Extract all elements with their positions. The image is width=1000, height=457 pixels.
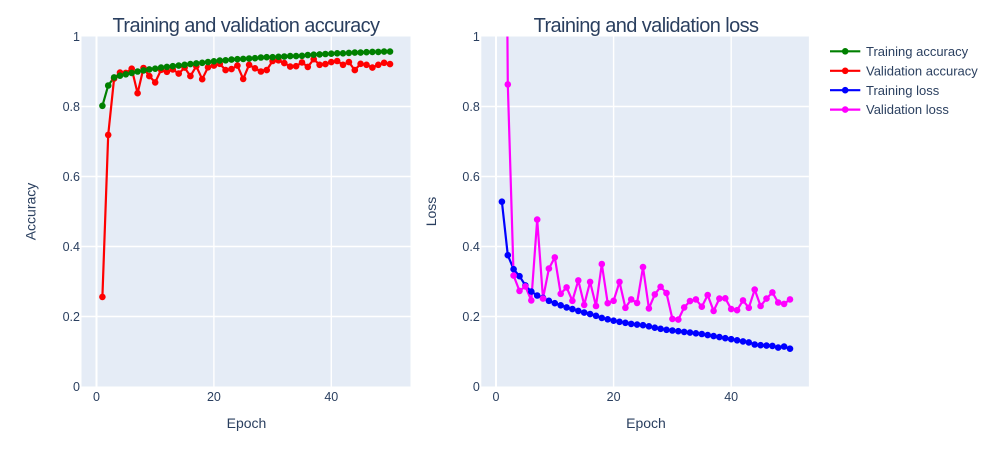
svg-text:20: 20	[207, 390, 221, 404]
svg-text:0.8: 0.8	[462, 100, 479, 114]
svg-text:Training and validation accura: Training and validation accuracy	[113, 15, 380, 37]
svg-text:Validation accuracy: Validation accuracy	[866, 63, 978, 78]
svg-text:0: 0	[493, 390, 500, 404]
svg-text:0.2: 0.2	[462, 310, 479, 324]
svg-text:Validation loss: Validation loss	[866, 102, 949, 117]
svg-text:40: 40	[324, 390, 338, 404]
svg-text:0.6: 0.6	[462, 170, 479, 184]
svg-text:0.4: 0.4	[462, 240, 479, 254]
svg-text:Epoch: Epoch	[227, 415, 267, 431]
svg-text:0.6: 0.6	[63, 170, 80, 184]
svg-text:0.8: 0.8	[63, 100, 80, 114]
svg-text:0: 0	[93, 390, 100, 404]
svg-text:0.2: 0.2	[63, 310, 80, 324]
svg-text:Training and validation loss: Training and validation loss	[534, 15, 759, 37]
svg-text:40: 40	[724, 390, 738, 404]
svg-text:20: 20	[607, 390, 621, 404]
svg-text:Epoch: Epoch	[626, 415, 666, 431]
svg-text:Training loss: Training loss	[866, 83, 940, 98]
svg-text:1: 1	[73, 30, 80, 44]
svg-text:0: 0	[73, 380, 80, 394]
svg-text:1: 1	[473, 30, 480, 44]
svg-text:Training accuracy: Training accuracy	[866, 44, 969, 59]
svg-text:Loss: Loss	[423, 197, 439, 227]
svg-text:Accuracy: Accuracy	[22, 183, 38, 241]
svg-text:0.4: 0.4	[63, 240, 80, 254]
svg-text:0: 0	[473, 380, 480, 394]
